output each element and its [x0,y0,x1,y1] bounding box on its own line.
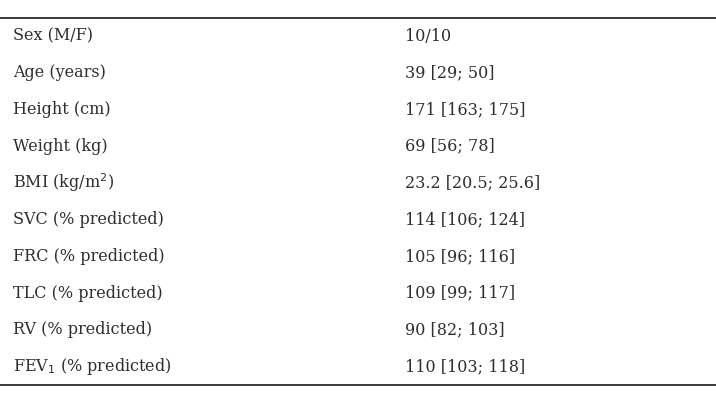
Text: Weight (kg): Weight (kg) [13,138,107,155]
Text: 110 [103; 118]: 110 [103; 118] [405,358,525,375]
Text: 109 [99; 117]: 109 [99; 117] [405,285,515,302]
Text: Height (cm): Height (cm) [13,101,110,118]
Text: 90 [82; 103]: 90 [82; 103] [405,321,504,338]
Text: FRC (% predicted): FRC (% predicted) [13,248,165,265]
Text: 114 [106; 124]: 114 [106; 124] [405,211,525,228]
Text: 23.2 [20.5; 25.6]: 23.2 [20.5; 25.6] [405,175,540,192]
Text: Age (years): Age (years) [13,65,106,82]
Text: 69 [56; 78]: 69 [56; 78] [405,138,494,155]
Text: 10/10: 10/10 [405,28,450,45]
Text: RV (% predicted): RV (% predicted) [13,321,152,338]
Text: FEV$_{1}$ (% predicted): FEV$_{1}$ (% predicted) [13,356,171,377]
Text: 105 [96; 116]: 105 [96; 116] [405,248,515,265]
Text: 171 [163; 175]: 171 [163; 175] [405,101,525,118]
Text: 39 [29; 50]: 39 [29; 50] [405,65,494,82]
Text: TLC (% predicted): TLC (% predicted) [13,285,163,302]
Text: SVC (% predicted): SVC (% predicted) [13,211,164,228]
Text: BMI (kg/m$^{2}$): BMI (kg/m$^{2}$) [13,171,114,194]
Text: Sex (M/F): Sex (M/F) [13,28,93,45]
